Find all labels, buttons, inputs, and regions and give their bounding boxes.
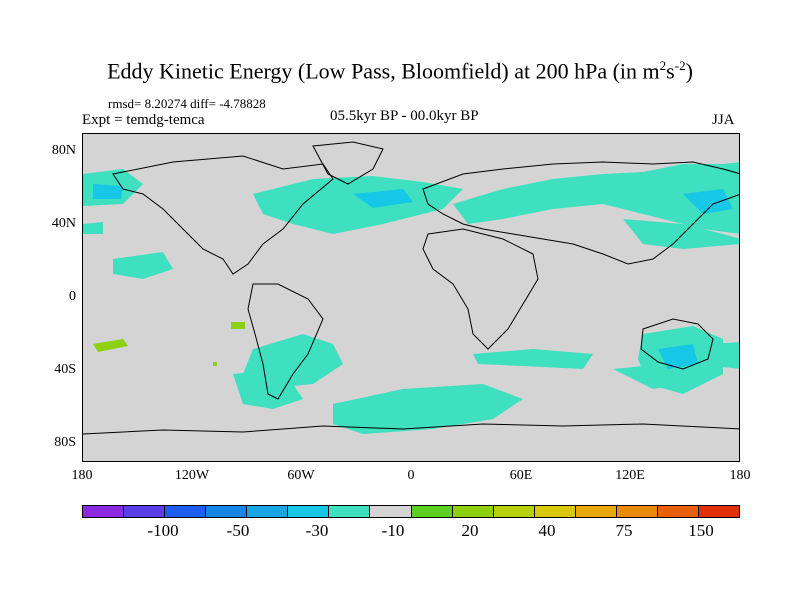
colorbar-swatch-4 xyxy=(247,506,289,517)
colorbar-swatch-0 xyxy=(83,506,125,517)
anomaly-region-southern-ocean xyxy=(333,384,523,434)
anomaly-region-north-pacific-core xyxy=(93,184,123,199)
green-anomaly-patches xyxy=(93,322,245,366)
experiment-label: Expt = temdg-temca xyxy=(82,112,205,128)
colorbar-swatch-1 xyxy=(124,506,166,517)
x-label-180w: 180 xyxy=(71,468,93,483)
x-label-60w: 60W xyxy=(287,468,315,483)
y-label-40s: 40S xyxy=(54,362,76,377)
colorbar-label-minus100: -100 xyxy=(147,521,179,540)
colorbar-swatch-3 xyxy=(206,506,248,517)
colorbar-label-minus10: -10 xyxy=(381,521,405,540)
colorbar-label-20: 20 xyxy=(461,521,479,540)
map-svg xyxy=(83,134,739,461)
negative-anomaly-regions xyxy=(93,184,733,369)
coastlines xyxy=(83,141,739,435)
anomaly-region-tasman xyxy=(613,364,683,389)
x-label-180e: 180 xyxy=(729,468,751,483)
season-label: JJA xyxy=(712,112,735,128)
anomaly-region-eurasia xyxy=(453,162,739,234)
colorbar-label-75: 75 xyxy=(615,521,633,540)
anomaly-region-pacific-midlatitude xyxy=(113,252,173,279)
anomaly-region-north-atlantic-core xyxy=(353,189,413,208)
y-label-80s: 80S xyxy=(54,435,76,450)
colorbar-swatch-12 xyxy=(575,506,617,517)
anomaly-region-north-atlantic xyxy=(253,176,463,234)
coastline-south-america xyxy=(247,283,324,400)
anomaly-region-far-east xyxy=(708,342,739,369)
colorbar-swatch-10 xyxy=(493,506,535,517)
colorbar-swatch-9 xyxy=(452,506,494,517)
chart-title: Eddy Kinetic Energy (Low Pass, Bloomfiel… xyxy=(107,58,693,84)
period-label: 05.5kyr BP - 00.0kyr BP xyxy=(330,108,479,124)
green-patch-east xyxy=(231,322,245,329)
colorbar-swatch-5 xyxy=(288,506,330,517)
anomaly-region-east-asia-core xyxy=(683,189,733,214)
x-label-120e: 120E xyxy=(615,468,645,483)
coastline-europe-asia xyxy=(422,161,739,265)
x-label-60e: 60E xyxy=(509,468,533,483)
positive-anomaly-regions xyxy=(83,162,739,434)
colorbar-swatch-7 xyxy=(370,506,412,517)
anomaly-region-south-indian xyxy=(473,349,593,369)
anomaly-region-east-asia xyxy=(623,219,739,249)
colorbar-swatch-13 xyxy=(616,506,658,517)
y-label-80n: 80N xyxy=(51,143,76,158)
colorbar-label-40: 40 xyxy=(538,521,556,540)
coastline-north-america xyxy=(112,155,334,275)
anomaly-region-australia-core xyxy=(658,344,698,369)
green-patch-west xyxy=(93,339,128,352)
coastline-australia xyxy=(640,318,714,370)
map-panel xyxy=(82,133,740,462)
coastline-greenland xyxy=(312,141,384,185)
y-label-40n: 40N xyxy=(51,216,76,231)
colorbar-swatch-11 xyxy=(534,506,576,517)
anomaly-region-west-of-americas xyxy=(83,222,103,234)
x-label-120w: 120W xyxy=(174,468,210,483)
x-label-0: 0 xyxy=(407,468,415,483)
colorbar-swatch-15 xyxy=(698,506,739,517)
stats-text: rmsd= 8.20274 diff= -4.78828 xyxy=(108,96,266,111)
colorbar-label-150: 150 xyxy=(688,521,714,540)
colorbar-label-minus30: -30 xyxy=(305,521,329,540)
coastline-antarctica xyxy=(83,423,739,435)
colorbar-label-minus50: -50 xyxy=(226,521,250,540)
coastline-africa xyxy=(422,228,539,350)
anomaly-region-south-atlantic xyxy=(233,369,303,409)
colorbar-swatch-14 xyxy=(657,506,699,517)
colorbar-swatch-8 xyxy=(411,506,453,517)
colorbar-swatch-6 xyxy=(329,506,371,517)
y-label-0: 0 xyxy=(69,289,76,304)
green-patch-small xyxy=(213,362,217,366)
colorbar xyxy=(82,505,740,518)
colorbar-swatch-2 xyxy=(165,506,207,517)
